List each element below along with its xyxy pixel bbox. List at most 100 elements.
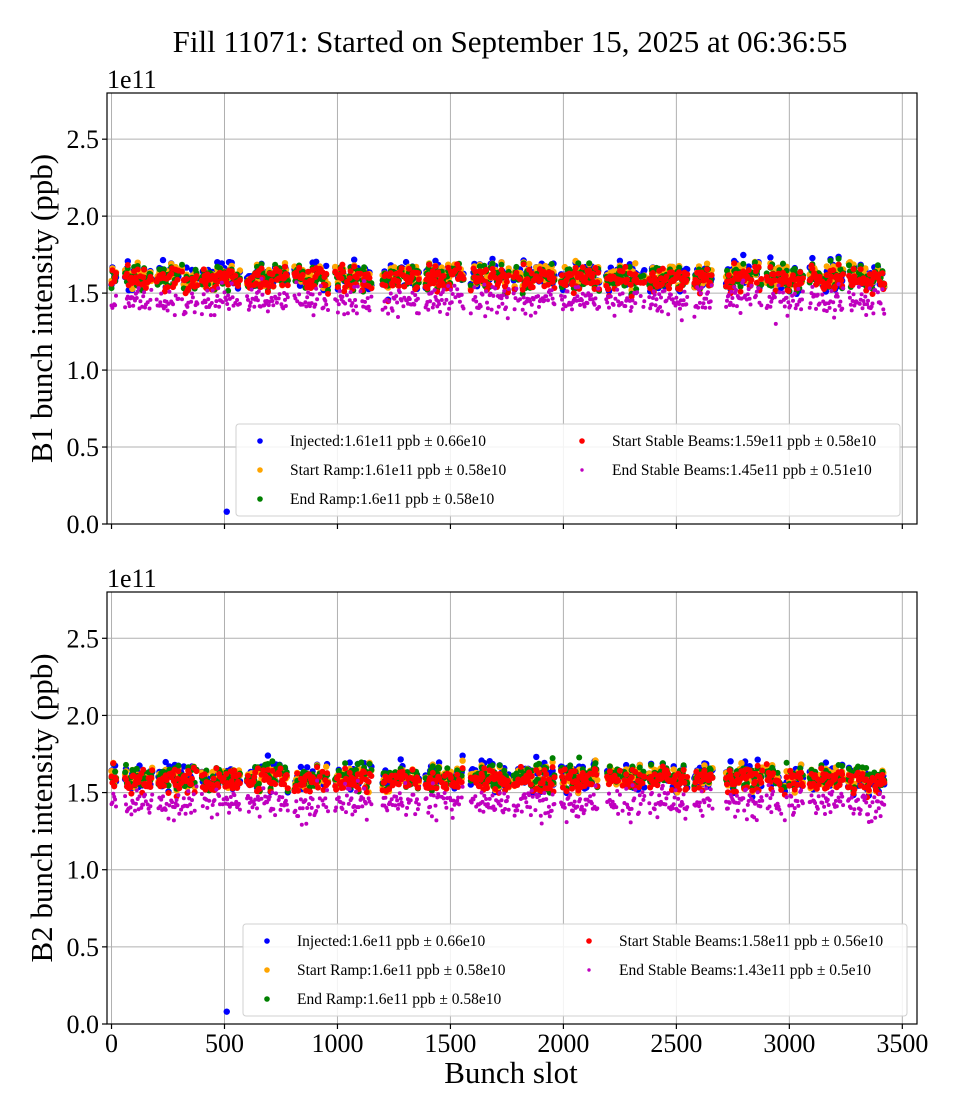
data-point-end-stable-beams bbox=[429, 290, 434, 295]
data-point-end-stable-beams bbox=[318, 284, 323, 288]
data-point-start-stable-beams bbox=[572, 264, 579, 271]
data-point-start-stable-beams bbox=[415, 276, 422, 283]
data-point-end-stable-beams bbox=[500, 301, 505, 306]
data-point-end-ramp bbox=[269, 758, 276, 765]
data-point-end-ramp bbox=[519, 290, 526, 297]
data-point-end-stable-beams bbox=[560, 307, 565, 312]
data-point-end-stable-beams bbox=[259, 276, 264, 281]
data-point-start-stable-beams bbox=[816, 273, 823, 280]
data-point-end-stable-beams bbox=[190, 291, 194, 296]
data-point-end-stable-beams bbox=[871, 311, 876, 316]
data-point-end-stable-beams bbox=[792, 291, 797, 296]
data-point-end-ramp bbox=[133, 765, 140, 772]
data-point-start-stable-beams bbox=[641, 279, 648, 286]
data-point-end-stable-beams bbox=[773, 321, 778, 326]
data-point-start-stable-beams bbox=[649, 270, 656, 276]
data-point-end-stable-beams bbox=[345, 311, 350, 316]
data-point-end-ramp bbox=[575, 260, 582, 267]
data-point-end-stable-beams bbox=[670, 297, 675, 302]
data-point-end-stable-beams bbox=[224, 298, 229, 302]
data-point-end-stable-beams bbox=[310, 292, 315, 297]
data-point-start-ramp bbox=[332, 263, 339, 271]
data-point-end-stable-beams bbox=[747, 296, 752, 301]
data-point-end-stable-beams bbox=[270, 299, 275, 303]
data-point-start-stable-beams bbox=[338, 275, 345, 282]
data-point-end-stable-beams bbox=[367, 308, 372, 313]
data-point-end-stable-beams bbox=[788, 303, 793, 308]
data-point-start-stable-beams bbox=[346, 275, 353, 282]
data-point-injected bbox=[313, 258, 320, 265]
data-point-end-stable-beams bbox=[227, 307, 231, 311]
data-point-end-stable-beams bbox=[437, 302, 442, 306]
data-point-end-stable-beams bbox=[201, 292, 206, 297]
data-point-end-stable-beams bbox=[285, 295, 290, 300]
data-point-end-stable-beams bbox=[528, 313, 533, 318]
data-point-start-stable-beams bbox=[264, 289, 271, 295]
data-point-end-stable-beams bbox=[759, 303, 764, 308]
data-point-end-stable-beams bbox=[277, 292, 282, 297]
data-point-end-stable-beams bbox=[154, 297, 159, 302]
data-point-start-stable-beams bbox=[753, 279, 760, 286]
data-point-injected bbox=[397, 756, 404, 763]
data-point-end-stable-beams bbox=[810, 284, 815, 289]
legend-label: End Stable Beams:1.45e11 ppb ± 0.51e10 bbox=[612, 462, 872, 479]
data-point-end-ramp bbox=[640, 272, 647, 279]
data-point-start-stable-beams bbox=[429, 268, 436, 275]
data-point-injected bbox=[162, 758, 169, 766]
data-point-end-stable-beams bbox=[453, 295, 458, 300]
data-point-end-stable-beams bbox=[126, 301, 131, 306]
data-point-end-stable-beams bbox=[611, 302, 616, 307]
data-point-injected bbox=[616, 257, 624, 264]
data-point-end-stable-beams bbox=[388, 291, 393, 296]
data-point-start-stable-beams bbox=[490, 269, 497, 276]
data-point-end-stable-beams bbox=[483, 314, 488, 319]
data-point-end-stable-beams bbox=[528, 299, 532, 304]
data-point-start-stable-beams bbox=[265, 283, 272, 290]
data-point-end-stable-beams bbox=[650, 296, 655, 300]
data-point-end-stable-beams bbox=[866, 298, 870, 303]
data-point-end-stable-beams bbox=[840, 306, 845, 311]
data-point-end-stable-beams bbox=[703, 305, 708, 310]
data-point-outlier bbox=[223, 508, 230, 515]
data-point-start-ramp bbox=[862, 265, 869, 272]
data-point-start-stable-beams bbox=[305, 268, 312, 275]
data-point-start-stable-beams bbox=[579, 264, 586, 271]
data-point-end-stable-beams bbox=[630, 298, 635, 303]
data-point-end-stable-beams bbox=[867, 286, 872, 291]
data-point-end-stable-beams bbox=[633, 301, 638, 306]
data-point-start-stable-beams bbox=[140, 274, 147, 281]
data-point-end-stable-beams bbox=[248, 300, 253, 305]
data-point-end-stable-beams bbox=[442, 301, 447, 306]
data-point-end-stable-beams bbox=[651, 289, 656, 294]
data-point-end-stable-beams bbox=[495, 310, 499, 315]
data-point-end-stable-beams bbox=[304, 304, 309, 309]
data-point-end-ramp bbox=[498, 261, 505, 268]
data-point-start-stable-beams bbox=[200, 266, 207, 273]
data-point-end-ramp bbox=[827, 257, 834, 264]
data-point-end-stable-beams bbox=[163, 304, 168, 309]
data-point-start-stable-beams bbox=[594, 279, 601, 286]
data-point-end-stable-beams bbox=[142, 290, 147, 295]
data-point-end-stable-beams bbox=[195, 301, 200, 306]
data-point-end-stable-beams bbox=[294, 280, 299, 285]
data-point-end-stable-beams bbox=[741, 278, 746, 283]
data-point-end-stable-beams bbox=[158, 300, 163, 305]
data-point-start-stable-beams bbox=[775, 270, 782, 277]
data-point-start-stable-beams bbox=[405, 265, 412, 272]
data-point-end-stable-beams bbox=[335, 298, 339, 303]
data-point-end-stable-beams bbox=[511, 291, 516, 296]
data-point-end-stable-beams bbox=[283, 297, 287, 302]
data-point-end-stable-beams bbox=[620, 291, 625, 296]
data-point-end-stable-beams bbox=[578, 303, 583, 307]
data-point-start-stable-beams bbox=[622, 263, 629, 270]
data-point-start-stable-beams bbox=[276, 268, 283, 275]
data-point-start-stable-beams bbox=[284, 282, 291, 289]
data-point-end-stable-beams bbox=[857, 301, 862, 306]
data-point-start-stable-beams bbox=[758, 276, 765, 282]
data-point-injected bbox=[297, 763, 305, 771]
data-point-end-stable-beams bbox=[847, 295, 852, 300]
data-point-start-stable-beams bbox=[134, 266, 141, 273]
data-point-end-stable-beams bbox=[246, 297, 250, 302]
data-point-end-ramp bbox=[476, 263, 483, 270]
data-point-end-ramp bbox=[108, 285, 115, 292]
